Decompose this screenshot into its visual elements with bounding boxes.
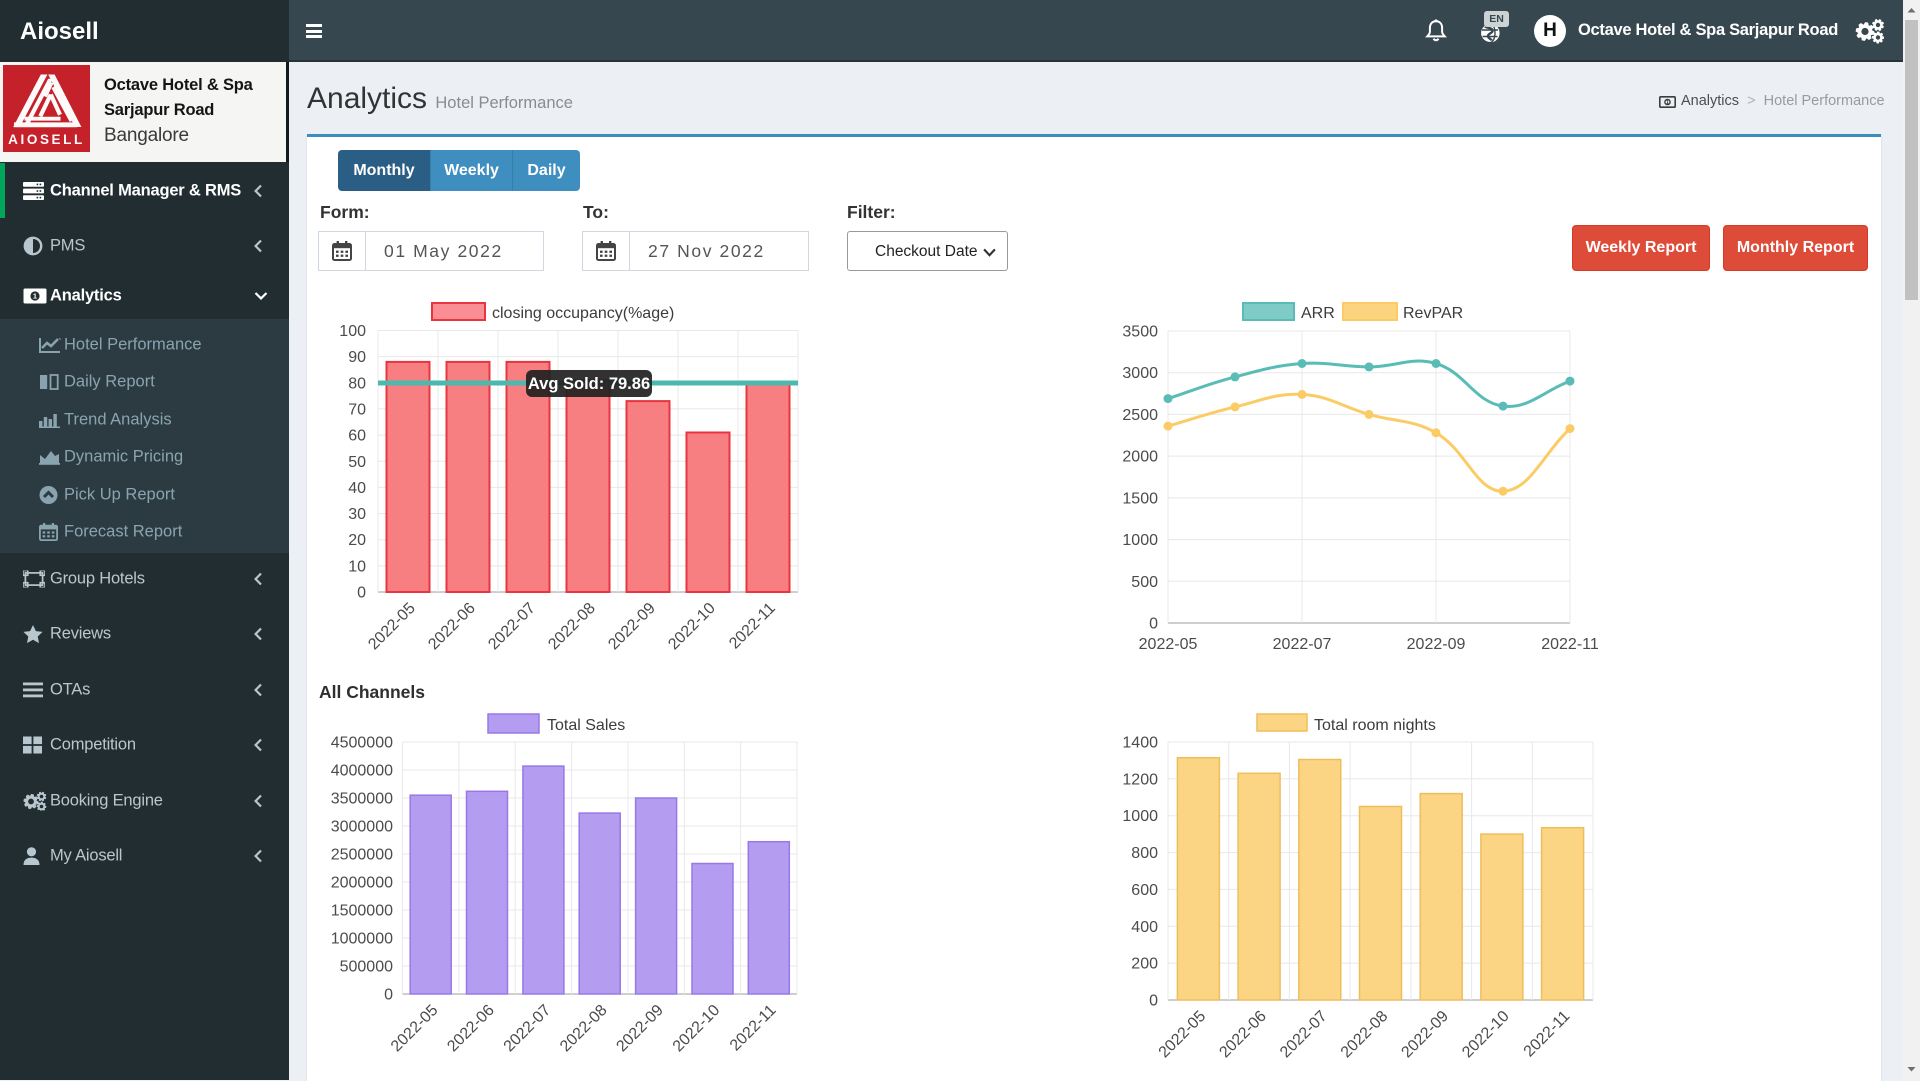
svg-text:2022-11: 2022-11	[727, 1002, 780, 1055]
svg-text:500: 500	[1131, 574, 1158, 591]
svg-text:2022-07: 2022-07	[501, 1002, 555, 1056]
svg-text:1000: 1000	[1122, 808, 1158, 825]
svg-text:3500000: 3500000	[331, 791, 393, 808]
svg-text:800: 800	[1131, 845, 1158, 862]
svg-text:2022-05: 2022-05	[365, 600, 419, 654]
svg-text:2022-06: 2022-06	[1216, 1008, 1270, 1062]
svg-text:3000: 3000	[1122, 365, 1158, 382]
svg-text:600: 600	[1131, 882, 1158, 899]
svg-text:2022-08: 2022-08	[545, 600, 599, 654]
svg-text:Total room nights: Total room nights	[1314, 717, 1436, 734]
svg-text:30: 30	[348, 506, 366, 523]
svg-text:AIOSELL: AIOSELL	[8, 132, 85, 147]
svg-text:2500: 2500	[1122, 407, 1158, 424]
svg-text:0: 0	[357, 585, 366, 602]
svg-text:90: 90	[348, 349, 366, 366]
svg-text:70: 70	[348, 401, 366, 418]
svg-text:2022-09: 2022-09	[613, 1002, 667, 1056]
svg-text:2022-10: 2022-10	[665, 600, 719, 654]
svg-text:20: 20	[348, 532, 366, 549]
svg-text:closing occupancy(%age): closing occupancy(%age)	[492, 305, 674, 322]
svg-text:10: 10	[348, 558, 366, 575]
svg-text:ARR: ARR	[1301, 305, 1335, 322]
svg-text:0: 0	[1149, 616, 1158, 633]
svg-text:2022-11: 2022-11	[726, 600, 779, 653]
svg-text:2022-11: 2022-11	[1521, 1008, 1574, 1061]
svg-text:0: 0	[384, 987, 393, 1004]
svg-text:1500000: 1500000	[331, 903, 393, 920]
svg-text:1200: 1200	[1122, 771, 1158, 788]
svg-text:2500000: 2500000	[331, 847, 393, 864]
svg-text:1: 1	[33, 292, 37, 301]
svg-text:100: 100	[339, 323, 366, 340]
svg-text:2022-09: 2022-09	[1398, 1008, 1452, 1062]
svg-text:RevPAR: RevPAR	[1403, 305, 1463, 322]
svg-text:2000000: 2000000	[331, 875, 393, 892]
svg-text:2022-07: 2022-07	[485, 600, 539, 654]
svg-text:4000000: 4000000	[331, 763, 393, 780]
svg-text:2022-06: 2022-06	[444, 1002, 498, 1056]
svg-text:40: 40	[348, 480, 366, 497]
svg-text:2022-08: 2022-08	[1338, 1008, 1392, 1062]
svg-text:500000: 500000	[340, 959, 393, 976]
svg-text:2022-06: 2022-06	[425, 600, 479, 654]
svg-text:3500: 3500	[1122, 324, 1158, 341]
svg-text:3000000: 3000000	[331, 819, 393, 836]
svg-text:60: 60	[348, 428, 366, 445]
svg-text:2022-10: 2022-10	[1459, 1008, 1513, 1062]
svg-text:Total Sales: Total Sales	[547, 717, 625, 734]
svg-text:2022-07: 2022-07	[1273, 636, 1332, 653]
svg-text:2022-05: 2022-05	[388, 1002, 442, 1056]
svg-text:2022-05: 2022-05	[1156, 1008, 1210, 1062]
svg-text:1400: 1400	[1122, 735, 1158, 752]
svg-text:2022-09: 2022-09	[605, 600, 659, 654]
svg-text:2022-11: 2022-11	[1541, 636, 1599, 653]
svg-text:4500000: 4500000	[331, 735, 393, 752]
svg-text:200: 200	[1131, 956, 1158, 973]
svg-text:1000000: 1000000	[331, 931, 393, 948]
svg-text:1500: 1500	[1122, 490, 1158, 507]
svg-text:2000: 2000	[1122, 449, 1158, 466]
svg-text:1: 1	[1666, 100, 1670, 106]
svg-text:400: 400	[1131, 919, 1158, 936]
svg-text:1000: 1000	[1122, 532, 1158, 549]
svg-text:2022-10: 2022-10	[670, 1002, 724, 1056]
svg-text:80: 80	[348, 375, 366, 392]
svg-text:2022-07: 2022-07	[1277, 1008, 1331, 1062]
svg-text:2022-05: 2022-05	[1139, 636, 1198, 653]
svg-text:2022-09: 2022-09	[1407, 636, 1466, 653]
svg-text:2022-08: 2022-08	[557, 1002, 611, 1056]
svg-text:0: 0	[1149, 993, 1158, 1010]
svg-text:Avg Sold: 79.86: Avg Sold: 79.86	[528, 375, 650, 393]
svg-text:50: 50	[348, 454, 366, 471]
